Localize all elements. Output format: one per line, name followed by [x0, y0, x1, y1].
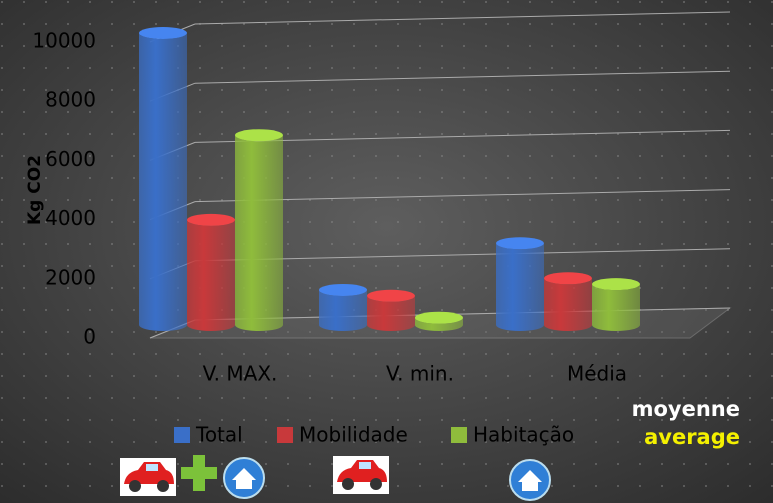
- cylinder-top: [415, 311, 463, 324]
- grid-line: [194, 189, 731, 203]
- y-tick-label: 4000: [45, 206, 96, 230]
- cylinder: [415, 317, 463, 331]
- legend-label: Mobilidade: [299, 423, 408, 447]
- x-tick-label: V. min.: [386, 362, 454, 386]
- y-tick-label: 6000: [45, 147, 96, 171]
- legend-swatch: [277, 427, 293, 443]
- legend-label: Total: [195, 423, 243, 447]
- plus-icon: [181, 455, 217, 491]
- cylinder: [139, 33, 187, 331]
- annotation: average: [644, 425, 740, 449]
- cylinder: [544, 278, 592, 331]
- legend-swatch: [451, 427, 467, 443]
- annotation: moyenne: [632, 397, 740, 421]
- grid-line: [194, 129, 731, 143]
- cylinder-top: [139, 27, 187, 39]
- legend-swatch: [174, 427, 190, 443]
- car-icon: [120, 458, 176, 496]
- cylinder-top: [592, 278, 640, 291]
- cylinder-top: [187, 213, 235, 226]
- cylinder: [187, 219, 235, 331]
- cylinder-top: [544, 272, 592, 285]
- cylinder-top: [367, 289, 415, 302]
- y-tick-label: 10000: [32, 29, 96, 53]
- y-tick-label: 8000: [45, 88, 96, 112]
- y-tick-label: 2000: [45, 265, 96, 289]
- grid-line: [194, 11, 731, 25]
- cylinder-top: [319, 283, 367, 296]
- cylinder: [592, 284, 640, 331]
- legend-label: Habitação: [473, 423, 574, 447]
- home-icon: [509, 459, 551, 501]
- grid-line: [194, 248, 731, 262]
- x-tick-label: V. MAX.: [203, 362, 278, 386]
- cylinder: [367, 295, 415, 331]
- car-icon: [333, 456, 389, 494]
- cylinder: [319, 289, 367, 331]
- home-icon: [223, 457, 265, 499]
- cylinder-top: [235, 129, 283, 142]
- grid-line: [194, 307, 731, 321]
- cylinder: [496, 243, 544, 331]
- y-tick-label: 0: [83, 325, 96, 349]
- x-tick-label: Média: [567, 362, 627, 386]
- cylinder: [235, 135, 283, 331]
- y-axis-label: Kg CO2: [25, 155, 45, 225]
- cylinder-top: [496, 237, 544, 250]
- grid-line: [194, 70, 731, 84]
